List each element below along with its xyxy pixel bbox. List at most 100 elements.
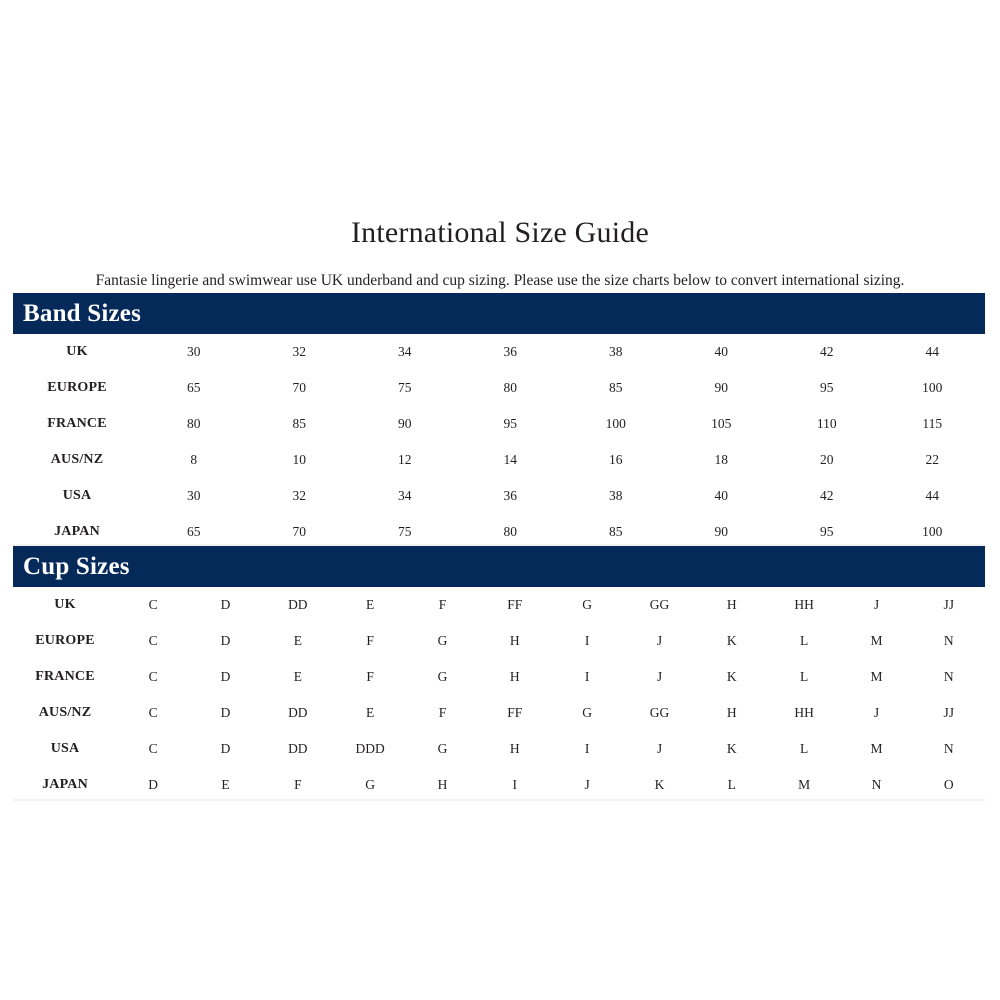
- row-label-japan: JAPAN: [42, 777, 88, 792]
- size-cell: 34: [398, 344, 412, 359]
- size-cell: H: [509, 633, 520, 648]
- size-cell: I: [512, 777, 518, 792]
- size-cell: N: [943, 633, 954, 648]
- size-cell: G: [437, 741, 448, 756]
- size-cell: C: [148, 669, 158, 684]
- size-cell: M: [870, 741, 883, 756]
- size-cell: 90: [398, 416, 412, 431]
- size-cell: D: [220, 741, 231, 756]
- size-cell: J: [584, 777, 590, 792]
- size-cell: 42: [820, 488, 834, 503]
- size-cell: K: [726, 741, 737, 756]
- row-label-usa: USA: [62, 488, 92, 503]
- size-cell: 85: [292, 416, 307, 431]
- size-cell: DD: [288, 741, 308, 756]
- row-label-aus-nz: AUS/NZ: [38, 705, 92, 720]
- size-cell: H: [437, 777, 448, 792]
- size-cell: 95: [820, 524, 834, 539]
- size-cell: 38: [609, 488, 623, 503]
- size-cell: F: [366, 633, 374, 648]
- size-cell: 110: [816, 416, 837, 431]
- size-cell: 65: [187, 380, 201, 395]
- size-cell: 32: [292, 344, 307, 359]
- size-cell: D: [220, 633, 231, 648]
- cup-table-divider: [13, 799, 985, 801]
- row-label-aus-nz: AUS/NZ: [50, 452, 104, 467]
- size-cell: 18: [714, 452, 729, 467]
- size-cell: D: [220, 669, 231, 684]
- table-row: JAPAN 65 70 75 80 85 90 95 100: [13, 514, 985, 550]
- size-cell: F: [294, 777, 302, 792]
- size-cell: 10: [292, 452, 307, 467]
- size-cell: 80: [503, 380, 518, 395]
- section-header-band-sizes: Band Sizes: [13, 293, 985, 334]
- size-cell: H: [509, 669, 520, 684]
- size-cell: 80: [503, 524, 518, 539]
- size-cell: E: [366, 705, 375, 720]
- size-cell: 44: [925, 488, 940, 503]
- size-cell: C: [148, 597, 158, 612]
- size-cell: L: [799, 669, 809, 684]
- size-cell: 38: [609, 344, 623, 359]
- size-cell: D: [220, 705, 231, 720]
- size-cell: 75: [398, 524, 412, 539]
- size-cell: I: [584, 633, 590, 648]
- size-cell: 14: [503, 452, 518, 467]
- section-title-band-sizes: Band Sizes: [23, 300, 142, 327]
- size-cell: J: [656, 741, 663, 756]
- size-cell: N: [871, 777, 882, 792]
- table-row: FRANCE C D E F G H I J K L M N: [13, 659, 985, 695]
- size-cell: M: [798, 777, 811, 792]
- size-cell: 105: [711, 416, 732, 431]
- size-cell: GG: [649, 597, 670, 612]
- table-row: EUROPE C D E F G H I J K L M N: [13, 623, 985, 659]
- size-cell: 40: [714, 488, 729, 503]
- size-cell: JJ: [943, 705, 955, 720]
- size-cell: 30: [187, 488, 201, 503]
- row-label-europe: EUROPE: [35, 633, 95, 648]
- size-cell: M: [870, 633, 883, 648]
- size-cell: E: [293, 669, 302, 684]
- size-cell: 36: [503, 344, 518, 359]
- table-row: AUS/NZ C D DD E F FF G GG H HH J JJ: [13, 695, 985, 731]
- size-cell: DDD: [355, 741, 385, 756]
- size-cell: J: [656, 669, 663, 684]
- table-row: UK C D DD E F FF G GG H HH J JJ: [13, 587, 985, 623]
- size-cell: FF: [507, 597, 523, 612]
- size-cell: GG: [649, 705, 670, 720]
- size-cell: C: [148, 741, 158, 756]
- size-cell: H: [509, 741, 520, 756]
- size-cell: C: [148, 705, 158, 720]
- size-cell: 40: [714, 344, 729, 359]
- size-cell: E: [293, 633, 302, 648]
- size-cell: 36: [503, 488, 518, 503]
- size-cell: 22: [925, 452, 940, 467]
- size-cell: 12: [398, 452, 412, 467]
- size-cell: D: [220, 597, 231, 612]
- size-cell: 90: [714, 524, 729, 539]
- size-cell: 100: [605, 416, 626, 431]
- table-row: AUS/NZ 8 10 12 14 16 18 20 22: [13, 442, 985, 478]
- size-cell: N: [943, 741, 954, 756]
- size-cell: J: [873, 597, 880, 612]
- size-cell: L: [799, 741, 809, 756]
- page-subtitle: Fantasie lingerie and swimwear use UK un…: [95, 271, 905, 289]
- row-label-france: FRANCE: [47, 416, 107, 431]
- size-cell: L: [727, 777, 736, 792]
- row-label-uk: UK: [54, 597, 76, 612]
- size-cell: 44: [925, 344, 940, 359]
- size-cell: N: [943, 669, 954, 684]
- size-cell: C: [148, 633, 158, 648]
- row-label-japan: JAPAN: [54, 524, 100, 539]
- table-row: EUROPE 65 70 75 80 85 90 95 100: [13, 370, 985, 406]
- size-cell: F: [366, 669, 374, 684]
- band-table-divider: [13, 544, 985, 546]
- size-cell: 8: [190, 452, 198, 467]
- size-cell: 90: [714, 380, 729, 395]
- size-cell: 30: [187, 344, 201, 359]
- size-cell: H: [726, 705, 737, 720]
- size-cell: G: [582, 597, 592, 612]
- row-label-europe: EUROPE: [47, 380, 107, 395]
- size-cell: G: [437, 633, 448, 648]
- size-cell: 95: [820, 380, 834, 395]
